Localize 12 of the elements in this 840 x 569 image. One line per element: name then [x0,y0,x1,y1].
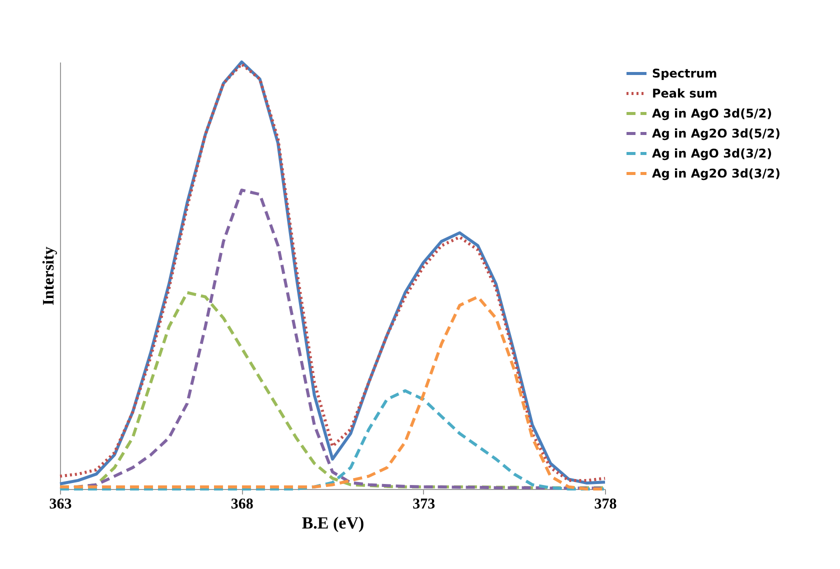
y-axis-title: Intersity [40,246,58,306]
x-axis-title: B.E (eV) [302,514,364,532]
x-tick-label: 373 [412,496,436,512]
legend-label: Ag in AgO 3d(3/2) [652,146,772,160]
legend-label: Ag in Ag2O 3d(5/2) [652,126,780,140]
x-tick-label: 378 [594,496,617,512]
x-tick-label: 363 [49,496,72,512]
legend-label: Spectrum [652,66,718,80]
legend-label: Peak sum [652,86,718,100]
x-tick-label: 368 [230,496,254,512]
legend-label: Ag in AgO 3d(5/2) [652,106,772,120]
legend-label: Ag in Ag2O 3d(3/2) [652,166,780,180]
